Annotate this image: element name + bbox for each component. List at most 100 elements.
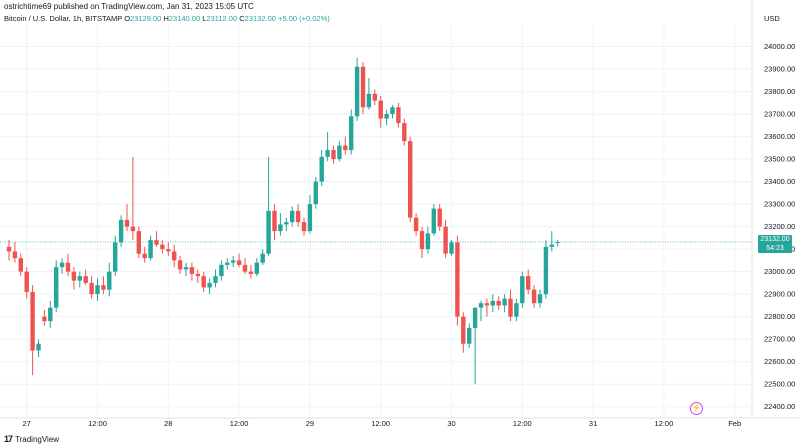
ohlc-close: 23132.00 <box>244 14 276 23</box>
y-tick-label: 22500.00 <box>764 380 795 389</box>
candle-body <box>360 66 366 108</box>
candle-body <box>307 204 313 232</box>
candle-body <box>6 246 12 252</box>
y-tick-label: 23600.00 <box>764 132 795 141</box>
candle-body <box>130 226 136 232</box>
candle-body <box>42 316 47 322</box>
candle-body <box>183 267 189 270</box>
candle-body <box>349 116 354 151</box>
candle-body <box>467 327 472 344</box>
candle-body <box>472 307 478 328</box>
candle-body <box>531 289 537 304</box>
last-price-value: 23132.00 <box>760 236 790 243</box>
y-tick-label: 23300.00 <box>764 200 795 209</box>
candle-body <box>189 267 195 274</box>
candle-body <box>331 150 336 160</box>
y-tick-label: 23800.00 <box>764 87 795 96</box>
candle-body <box>301 222 307 232</box>
candle-body <box>366 93 372 108</box>
candle-body <box>526 276 531 290</box>
candle-body <box>213 276 218 283</box>
candle-body <box>24 271 29 292</box>
candle-body <box>354 66 360 117</box>
candle-body <box>490 300 495 306</box>
candle-body <box>402 123 407 142</box>
candle-body <box>372 93 377 101</box>
y-tick-label: 22900.00 <box>764 290 795 299</box>
last-price-badge: 23132.00 54:23 <box>758 235 792 253</box>
x-tick-label: 31 <box>589 419 597 428</box>
ohlc-change: +5.00 (+0.02%) <box>278 14 330 23</box>
candle-body <box>413 217 419 232</box>
x-tick-label: Feb <box>728 419 741 428</box>
candle-body <box>107 271 112 290</box>
candle-body <box>384 114 389 119</box>
candle-body <box>325 150 330 157</box>
candle-body <box>514 303 519 317</box>
candle-body <box>177 260 183 270</box>
candle-body <box>313 181 318 205</box>
candle-body <box>12 251 18 259</box>
candle-body <box>284 222 289 225</box>
lightning-icon[interactable]: ⚡ <box>690 402 703 415</box>
candle-body <box>390 107 395 115</box>
candle-body <box>408 141 413 218</box>
candle-body <box>36 343 41 351</box>
candle-body <box>154 240 159 245</box>
candle-body <box>461 316 466 344</box>
x-tick-label: 30 <box>447 419 455 428</box>
candle-body <box>396 107 401 124</box>
y-tick-label: 22600.00 <box>764 357 795 366</box>
candle-body <box>549 244 554 247</box>
candle-body <box>95 285 100 295</box>
candle-body <box>101 285 106 290</box>
candle-body <box>118 219 124 243</box>
y-tick-label: 23900.00 <box>764 65 795 74</box>
candle-body <box>431 208 436 234</box>
candle-body <box>502 298 507 306</box>
x-tick-label: 27 <box>23 419 31 428</box>
ohlc-open-label: O <box>124 14 131 23</box>
x-tick-label: 12:00 <box>230 419 249 428</box>
candle-body <box>54 267 59 308</box>
candle-body <box>419 231 425 250</box>
candle-body <box>225 262 230 265</box>
candle-body <box>295 210 301 223</box>
candle-body <box>142 253 147 259</box>
candle-body <box>343 145 348 151</box>
candle-body <box>508 298 513 317</box>
y-tick-label: 22400.00 <box>764 402 795 411</box>
candle-body <box>30 291 35 351</box>
candle-body <box>455 242 460 317</box>
ohlc-high: 23140.00 <box>168 14 201 23</box>
candle-body <box>449 242 454 254</box>
candle-body <box>478 303 484 308</box>
candle-body <box>337 145 342 160</box>
candle-body <box>65 262 71 272</box>
candle-body <box>195 273 200 277</box>
y-tick-label: 22800.00 <box>764 312 795 321</box>
symbol-name: Bitcoin / U.S. Dollar, 1h, BITSTAMP <box>4 14 123 23</box>
x-tick-label: 12:00 <box>655 419 674 428</box>
candle-body <box>71 271 77 281</box>
candle-body <box>18 258 23 272</box>
candle-body <box>201 276 206 288</box>
candle-body <box>59 262 65 268</box>
candle-body <box>537 294 543 304</box>
ohlc-close-label: C <box>239 14 245 23</box>
candle-body <box>555 241 560 243</box>
x-tick-label: 12:00 <box>371 419 390 428</box>
y-tick-label: 23700.00 <box>764 110 795 119</box>
candle-body <box>278 224 283 232</box>
candle-body <box>437 208 442 227</box>
candle-body <box>148 240 153 259</box>
y-tick-label: 23200.00 <box>764 222 795 231</box>
candle-body <box>77 276 82 281</box>
y-tick-label: 24000.00 <box>764 42 795 51</box>
tradingview-footer[interactable]: 17 TradingView <box>4 434 59 444</box>
candle-body <box>136 231 141 254</box>
candle-body <box>272 210 277 232</box>
candle-body <box>83 276 88 283</box>
candle-body <box>48 307 53 322</box>
